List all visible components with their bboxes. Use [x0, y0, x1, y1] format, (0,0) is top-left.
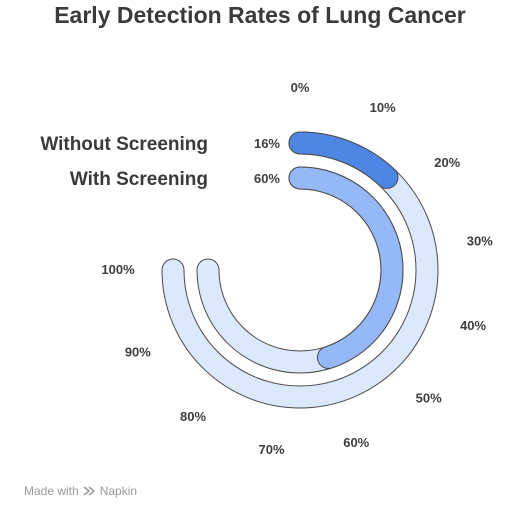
- tick-label-40-percent: 40%: [460, 318, 486, 333]
- value-label-without-screening: 16%: [254, 136, 280, 151]
- chart-title: Early Detection Rates of Lung Cancer: [54, 2, 466, 28]
- tick-label-30-percent: 30%: [467, 234, 493, 249]
- tick-label-10-percent: 10%: [370, 100, 396, 115]
- tick-label-50-percent: 50%: [416, 391, 442, 406]
- tick-label-100-percent: 100%: [101, 262, 135, 277]
- bar-without-screening: [288, 131, 399, 189]
- tick-label-60-percent: 60%: [343, 435, 369, 450]
- made-with-napkin-credit: Made with Napkin: [24, 484, 137, 498]
- tick-label-80-percent: 80%: [180, 409, 206, 424]
- tick-label-0-percent: 0%: [291, 80, 310, 95]
- chart-series-labels: 16% Without Screening 60% With Screening: [40, 134, 280, 190]
- made-with-text: Made with: [24, 484, 79, 498]
- chart-tick-labels: 0% 10% 20% 30% 40% 50% 60% 70% 80% 90% 100%: [101, 80, 493, 457]
- tick-label-70-percent: 70%: [259, 442, 285, 457]
- napkin-brand-text: Napkin: [99, 484, 138, 498]
- value-label-with-screening: 60%: [254, 171, 280, 186]
- chart-bars: [288, 131, 404, 369]
- bar-with-screening: [288, 166, 404, 369]
- series-label-with-screening: With Screening: [70, 169, 208, 190]
- tick-label-90-percent: 90%: [125, 345, 151, 360]
- tick-label-20-percent: 20%: [434, 155, 460, 170]
- series-label-without-screening: Without Screening: [40, 134, 208, 155]
- track-without-screening: [161, 131, 439, 409]
- napkin-logo-icon: [83, 486, 95, 496]
